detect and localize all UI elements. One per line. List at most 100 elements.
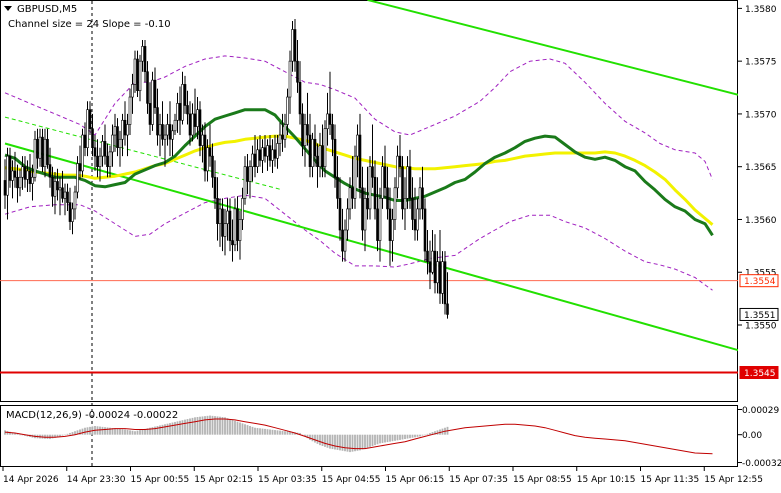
candle (293, 18, 297, 72)
candle (148, 82, 152, 136)
macd-bar (314, 434, 316, 443)
candle (23, 156, 27, 188)
candle (386, 166, 389, 220)
candle-body-bull (393, 187, 397, 220)
candle-body-bull (291, 29, 294, 62)
candle-body-bull (131, 84, 134, 98)
candle-body-bear (258, 149, 262, 161)
candle-body-bull (43, 138, 47, 167)
candle-body-bull (251, 153, 254, 167)
macd-bar (326, 434, 329, 448)
price-badge-box (739, 274, 779, 288)
macd-bar (229, 419, 231, 435)
macd-bar (124, 429, 126, 435)
candle (276, 135, 279, 169)
candle-body-bull (241, 198, 244, 220)
candle-body-bear (93, 147, 97, 157)
time-tick-label: 15 Apr 04:55 (322, 475, 381, 485)
candle-body-bull (378, 198, 382, 241)
candle (378, 187, 382, 262)
macd-bar (274, 430, 276, 435)
candle-body-bear (216, 198, 219, 224)
macd-bar (204, 416, 206, 435)
candle-body-bull (416, 208, 419, 231)
candle-body-bear (208, 147, 212, 157)
candle (183, 75, 187, 114)
candle-body-bull (431, 250, 434, 273)
macd-bar (44, 434, 46, 439)
candle (156, 88, 159, 146)
macd-bar (211, 415, 214, 435)
candle (383, 145, 387, 199)
candle-body-bear (421, 187, 424, 210)
candle (78, 145, 82, 180)
macd-bar (76, 430, 79, 435)
macd-bar (424, 434, 426, 436)
candle-body-bear (188, 113, 192, 136)
candle (113, 113, 117, 152)
candle-body-bear (168, 124, 172, 140)
candle (151, 71, 154, 131)
candle-body-bull (226, 210, 229, 224)
candle (91, 113, 94, 157)
candle (181, 71, 184, 125)
candle-body-bear (186, 105, 189, 115)
candle (68, 187, 72, 231)
candle (411, 177, 414, 231)
macd-bar (299, 432, 301, 435)
macd-bar (329, 434, 331, 449)
candle (306, 92, 309, 146)
candle (48, 147, 52, 188)
candle-body-bear (51, 176, 54, 197)
macd-bar (16, 433, 19, 435)
candle-body-bull (403, 198, 407, 210)
candle-body-bull (151, 79, 154, 125)
candle (198, 101, 202, 157)
candle-body-bull (58, 187, 62, 191)
candle-body-bear (68, 202, 72, 222)
candle (206, 139, 209, 182)
candle-body-bear (106, 155, 109, 167)
candle (201, 124, 204, 163)
candle (83, 122, 87, 157)
candle (176, 92, 179, 133)
candle (153, 67, 157, 114)
macd-bar (184, 419, 186, 435)
macd-bar (344, 434, 346, 452)
candle-body-bull (111, 134, 114, 153)
candle (203, 122, 207, 182)
macd-bar (174, 421, 176, 435)
candle (6, 147, 9, 220)
macd-bar (271, 429, 274, 435)
candle (313, 124, 317, 167)
time-tick-label: 15 Apr 03:35 (258, 475, 317, 485)
candle-body-bull (101, 141, 104, 157)
macd-bar (351, 434, 354, 452)
macd-bar (54, 434, 56, 438)
channel-upper-line (367, 0, 738, 96)
candle (166, 113, 169, 146)
candle (3, 159, 7, 209)
price-tick-label: 1.3550 (745, 322, 777, 332)
macd-bar (294, 432, 296, 435)
candle (228, 198, 232, 252)
candle-body-bull (113, 126, 117, 136)
collapse-triangle-icon[interactable] (4, 6, 12, 11)
macd-label: MACD(12,26,9) -0.00024 -0.00022 (6, 410, 178, 421)
macd-bar (266, 429, 269, 435)
candle-body-bull (63, 191, 67, 199)
macd-bar (224, 417, 226, 435)
candle-body-bear (351, 187, 354, 199)
candle (221, 198, 224, 252)
candle (341, 208, 344, 262)
candle (121, 113, 124, 157)
candle (441, 251, 444, 304)
candle (136, 50, 139, 98)
macd-bar (316, 434, 319, 444)
candle (196, 97, 199, 140)
macd-bar (111, 428, 114, 435)
macd-bar (341, 434, 344, 451)
candle (81, 128, 84, 178)
macd-bar (116, 428, 119, 435)
